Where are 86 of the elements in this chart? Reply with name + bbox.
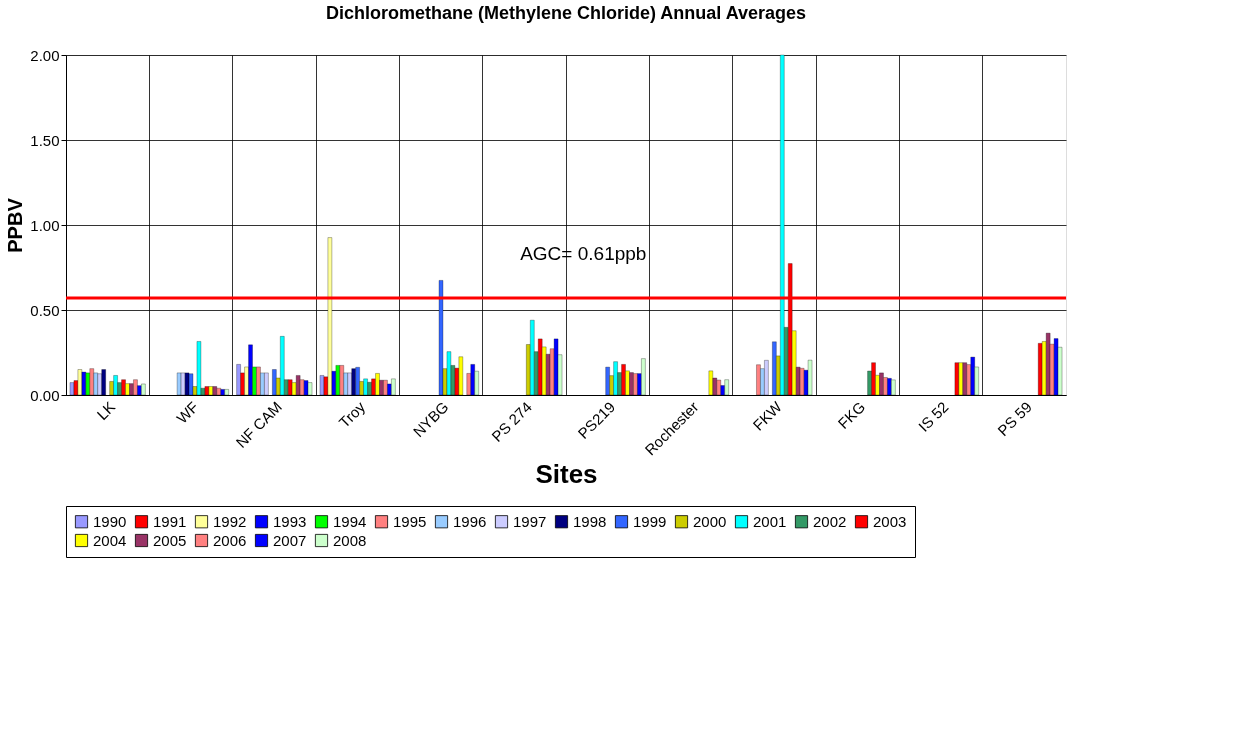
y-axis-title: PPBV: [4, 197, 27, 253]
bar: [363, 378, 368, 396]
bar: [212, 386, 217, 396]
legend-label: 1996: [453, 512, 487, 530]
bar: [208, 386, 213, 396]
legend-label: 2001: [753, 512, 787, 530]
bar: [216, 388, 221, 396]
x-tick-label: LK: [93, 398, 119, 424]
legend-label: 2008: [333, 531, 367, 549]
legend-label: 1994: [333, 512, 367, 530]
bar: [367, 382, 372, 396]
bar: [113, 375, 118, 396]
bar: [85, 372, 90, 396]
bar: [879, 372, 884, 396]
y-tick-label: 1.00: [30, 216, 60, 234]
bar: [633, 373, 638, 396]
x-tick-label: PS 59: [994, 398, 1035, 440]
legend-label: 2004: [93, 531, 127, 549]
bar: [220, 389, 225, 396]
x-tick-label: IS 52: [914, 398, 952, 435]
bar: [188, 373, 194, 396]
bar: [280, 336, 285, 396]
bar: [248, 344, 253, 396]
bar: [125, 383, 130, 396]
legend-label: 2006: [213, 531, 247, 549]
bar: [355, 367, 360, 396]
bar: [871, 362, 876, 396]
y-tick-label: 1.50: [30, 131, 60, 149]
bar: [93, 372, 98, 396]
bar: [613, 361, 618, 396]
bar: [375, 373, 380, 396]
bar: [347, 372, 352, 396]
bar: [799, 368, 805, 396]
x-tick-label: PS 274: [488, 398, 535, 445]
bar: [716, 379, 721, 396]
bar: [887, 378, 892, 396]
bar: [1053, 338, 1059, 396]
legend-label: 1998: [573, 512, 607, 530]
legend-label: 1992: [213, 512, 247, 530]
bar: [180, 372, 186, 396]
bar: [621, 364, 626, 396]
bar: [129, 383, 134, 396]
bar: [299, 379, 305, 396]
bar: [133, 379, 138, 396]
bar: [470, 364, 475, 396]
bar: [204, 386, 210, 396]
bar: [288, 379, 293, 396]
x-tick-label: Troy: [335, 397, 369, 431]
legend-label: 1995: [393, 512, 427, 530]
bar: [530, 320, 535, 396]
bar: [970, 356, 975, 396]
x-axis-title: Sites: [535, 459, 598, 490]
legend-label: 2005: [153, 531, 187, 549]
legend-label: 2002: [813, 512, 847, 530]
x-tick-label: WF: [173, 398, 202, 427]
y-tick-label: 0.00: [30, 386, 60, 404]
legend-label: 1993: [273, 512, 307, 530]
legend-label: 2003: [873, 512, 907, 530]
bar: [629, 372, 634, 396]
bar: [89, 368, 94, 396]
legend-label: 2000: [693, 512, 727, 530]
bar: [77, 369, 83, 396]
bar: [184, 372, 190, 396]
bar: [962, 362, 967, 396]
legend-label: 1990: [93, 512, 127, 530]
legend-label: 1997: [513, 512, 547, 530]
bar: [97, 373, 102, 396]
bar: [335, 365, 340, 396]
bar: [196, 341, 202, 396]
bar: [553, 338, 559, 396]
legend-label: 1991: [153, 512, 187, 530]
bar: [958, 362, 963, 396]
bar: [446, 351, 452, 396]
bar: [383, 380, 388, 396]
bar: [351, 368, 356, 396]
chart-title: Dichloromethane (Methylene Chloride) Annual Averages: [325, 3, 807, 23]
bar: [339, 365, 344, 396]
y-tick-label: 0.50: [30, 301, 60, 319]
legend-label: 1999: [633, 512, 667, 530]
bar: [538, 338, 543, 396]
bar: [121, 379, 126, 396]
bar: [256, 366, 261, 396]
legend-label: 2007: [273, 531, 307, 549]
bar: [303, 380, 309, 396]
bar: [81, 371, 86, 396]
y-tick-label: 2.00: [30, 46, 60, 64]
